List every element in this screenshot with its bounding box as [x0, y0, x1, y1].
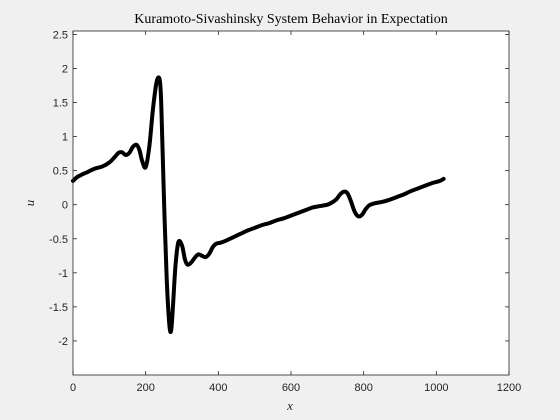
- plot-area: [73, 31, 509, 375]
- y-axis-label: u: [22, 199, 37, 206]
- y-tick-label: 0: [62, 200, 68, 212]
- x-axis-label: x: [286, 398, 293, 413]
- y-tick-label: 1: [62, 132, 68, 144]
- x-tick-label: 400: [209, 382, 227, 394]
- y-tick-label: 2.5: [53, 29, 68, 41]
- axes-box: [72, 30, 510, 376]
- x-tick-label: 200: [136, 382, 154, 394]
- y-tick-label: -1.5: [49, 302, 68, 314]
- y-tick-label: -0.5: [49, 234, 68, 246]
- x-tick-label: 800: [354, 382, 372, 394]
- series-line: [71, 75, 446, 335]
- x-tick-label: 1200: [497, 382, 521, 394]
- y-tick-label: 2: [62, 63, 68, 75]
- y-tick-label: 0.5: [53, 166, 68, 178]
- y-axis-ticks: -2 -1.5 -1 -0.5 0 0.5 1 1.5 2 2.5: [49, 29, 509, 348]
- x-tick-label: 600: [282, 382, 300, 394]
- chart-title: Kuramoto-Sivashinsky System Behavior in …: [134, 12, 447, 27]
- x-tick-label: 0: [70, 382, 76, 394]
- x-axis-ticks: 0 200 400 600 800 1000 1200: [70, 31, 521, 394]
- x-tick-label: 1000: [424, 382, 448, 394]
- y-tick-label: 1.5: [53, 98, 68, 110]
- y-tick-label: -2: [58, 336, 68, 348]
- y-tick-label: -1: [58, 268, 68, 280]
